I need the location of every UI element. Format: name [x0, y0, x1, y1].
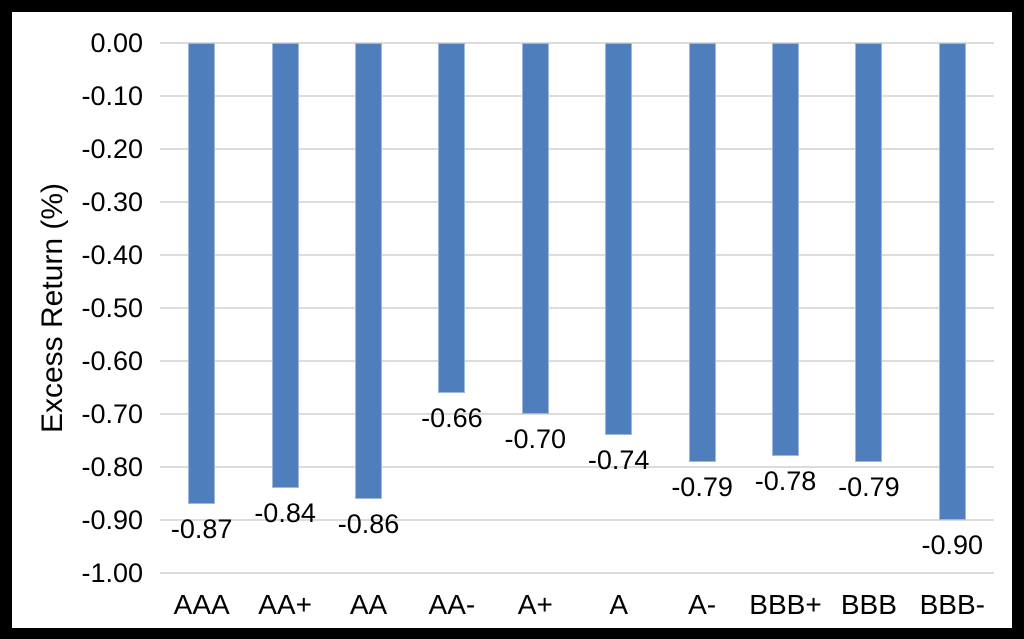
data-label-BBB-: -0.90 [921, 530, 984, 560]
y-tick-label: -0.20 [81, 134, 143, 164]
data-label-BBB: -0.79 [838, 471, 900, 502]
y-tick-label: -0.10 [81, 81, 143, 111]
y-tick-label: 0.00 [90, 28, 143, 58]
y-tick-label: -0.60 [81, 346, 143, 376]
gridline [160, 519, 994, 521]
bar-A+ [521, 43, 549, 414]
bar-BBB- [938, 43, 966, 520]
data-label-AA: -0.86 [337, 508, 400, 539]
data-label-A+: -0.70 [504, 424, 567, 454]
y-tick-label: -0.70 [81, 399, 143, 429]
gridline [160, 148, 994, 150]
x-axis-label-A: A [609, 589, 629, 620]
gridline [160, 201, 994, 203]
x-axis-label-AA: AA [349, 589, 388, 620]
x-axis-label-A+: A+ [517, 589, 553, 620]
bar-A [605, 43, 633, 436]
y-tick-label: -0.40 [81, 240, 143, 270]
y-tick-label: -0.50 [81, 293, 143, 323]
x-axis-label-AA-: AA- [428, 589, 476, 620]
gridline [160, 572, 994, 574]
x-axis-label-AAA: AAA [173, 589, 230, 620]
x-axis-label-BBB: BBB [840, 589, 897, 620]
y-tick-label: -0.80 [81, 452, 143, 482]
gridline [160, 413, 994, 415]
bar-AAA [188, 43, 216, 505]
bar-AA- [438, 43, 466, 393]
gridline [160, 42, 994, 44]
x-axis-label-AA+: AA+ [258, 589, 312, 620]
data-label-AA-: -0.66 [421, 402, 483, 433]
data-label-A: -0.74 [587, 445, 650, 476]
x-axis-label-BBB-: BBB- [919, 589, 985, 620]
y-tick-label: -0.30 [81, 187, 143, 217]
bar-A- [688, 43, 716, 462]
gridline [160, 466, 994, 468]
data-label-AAA: -0.87 [170, 514, 233, 545]
x-axis-label-A-: A- [688, 589, 717, 620]
gridline [160, 360, 994, 362]
x-axis-label-BBB+: BBB+ [749, 589, 822, 620]
gridline [160, 307, 994, 309]
y-tick-label: -0.90 [81, 505, 143, 535]
bar-AA+ [271, 43, 299, 489]
data-label-BBB+: -0.78 [754, 466, 817, 497]
gridline [160, 254, 994, 256]
bar-BBB [855, 43, 883, 462]
bar-AA [355, 43, 382, 499]
chart-canvas: Excess Return (%) 0.00 -0.10 -0.20 -0.30 -0.… [12, 12, 1012, 628]
y-tick-label: -1.00 [81, 558, 143, 588]
data-label-AA+: -0.84 [254, 498, 316, 529]
data-label-A-: -0.79 [671, 471, 733, 502]
gridline [160, 95, 994, 97]
bar-BBB+ [772, 43, 799, 457]
